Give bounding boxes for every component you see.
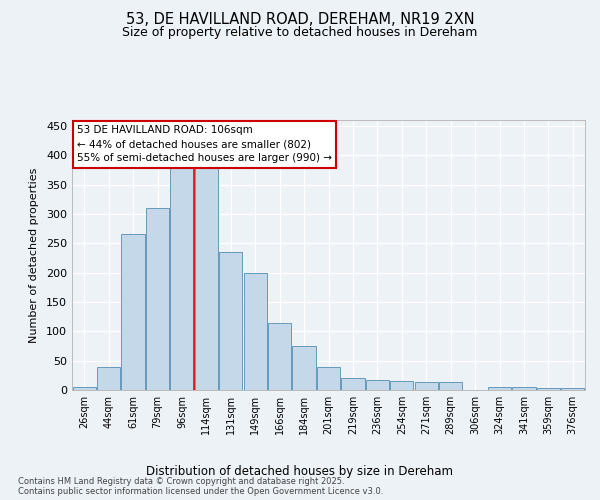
Text: Contains public sector information licensed under the Open Government Licence v3: Contains public sector information licen… [18, 486, 383, 496]
Bar [73, 387, 96, 390]
Bar [561, 388, 584, 390]
Bar [537, 388, 560, 390]
Text: Size of property relative to detached houses in Dereham: Size of property relative to detached ho… [122, 26, 478, 39]
Bar [341, 378, 365, 390]
Bar [317, 366, 340, 390]
Bar [488, 387, 511, 390]
Bar [121, 234, 145, 390]
Text: 53, DE HAVILLAND ROAD, DEREHAM, NR19 2XN: 53, DE HAVILLAND ROAD, DEREHAM, NR19 2XN [125, 12, 475, 28]
Text: Distribution of detached houses by size in Dereham: Distribution of detached houses by size … [146, 465, 454, 478]
Bar [292, 346, 316, 390]
Bar [439, 382, 462, 390]
Bar [415, 382, 438, 390]
Bar [244, 272, 267, 390]
Bar [390, 381, 413, 390]
Y-axis label: Number of detached properties: Number of detached properties [29, 168, 39, 342]
Bar [146, 208, 169, 390]
Bar [195, 158, 218, 390]
Text: 53 DE HAVILLAND ROAD: 106sqm
← 44% of detached houses are smaller (802)
55% of s: 53 DE HAVILLAND ROAD: 106sqm ← 44% of de… [77, 126, 332, 164]
Bar [219, 252, 242, 390]
Bar [170, 167, 194, 390]
Bar [512, 387, 536, 390]
Text: Contains HM Land Registry data © Crown copyright and database right 2025.: Contains HM Land Registry data © Crown c… [18, 478, 344, 486]
Bar [97, 366, 120, 390]
Bar [366, 380, 389, 390]
Bar [268, 322, 291, 390]
